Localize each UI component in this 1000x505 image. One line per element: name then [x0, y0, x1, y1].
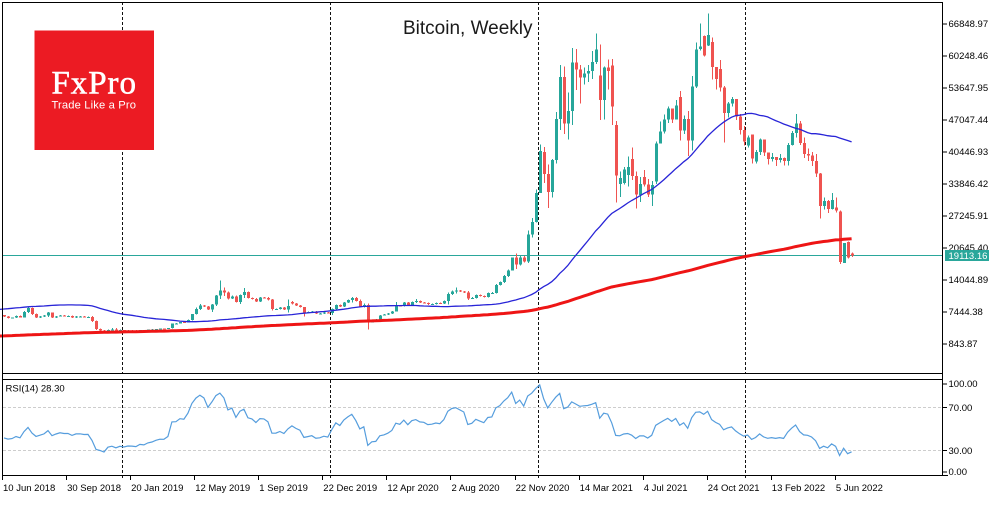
svg-text:1 Sep 2019: 1 Sep 2019: [259, 483, 308, 494]
svg-text:53647.95: 53647.95: [949, 83, 989, 94]
svg-text:FxPro: FxPro: [52, 66, 137, 102]
svg-text:30.00: 30.00: [949, 446, 973, 457]
svg-text:47047.44: 47047.44: [949, 115, 989, 126]
svg-text:20 Jan 2019: 20 Jan 2019: [131, 483, 183, 494]
svg-text:5 Jun 2022: 5 Jun 2022: [836, 483, 883, 494]
svg-text:RSI(14) 28.30: RSI(14) 28.30: [6, 384, 65, 395]
svg-text:20645.40: 20645.40: [949, 243, 989, 254]
svg-text:2 Aug 2020: 2 Aug 2020: [452, 483, 500, 494]
svg-text:10 Jun 2018: 10 Jun 2018: [3, 483, 55, 494]
svg-text:22 Nov 2020: 22 Nov 2020: [516, 483, 570, 494]
svg-text:Bitcoin, Weekly: Bitcoin, Weekly: [403, 18, 533, 39]
svg-text:40446.93: 40446.93: [949, 147, 989, 158]
svg-text:22 Dec 2019: 22 Dec 2019: [323, 483, 377, 494]
svg-text:30 Sep 2018: 30 Sep 2018: [67, 483, 121, 494]
svg-text:14044.89: 14044.89: [949, 275, 989, 286]
svg-text:7444.38: 7444.38: [949, 307, 983, 318]
svg-text:100.00: 100.00: [949, 379, 978, 390]
svg-text:Trade Like a Pro: Trade Like a Pro: [52, 99, 137, 111]
svg-text:843.87: 843.87: [949, 339, 978, 350]
svg-text:66848.97: 66848.97: [949, 19, 989, 30]
svg-text:70.00: 70.00: [949, 403, 973, 414]
svg-text:14 Mar 2021: 14 Mar 2021: [580, 483, 633, 494]
svg-text:4 Jul 2021: 4 Jul 2021: [644, 483, 688, 494]
svg-text:12 May 2019: 12 May 2019: [195, 483, 250, 494]
svg-text:33846.42: 33846.42: [949, 179, 989, 190]
svg-text:24 Oct 2021: 24 Oct 2021: [708, 483, 760, 494]
svg-text:13 Feb 2022: 13 Feb 2022: [772, 483, 825, 494]
svg-text:0.00: 0.00: [949, 467, 968, 478]
svg-text:12 Apr 2020: 12 Apr 2020: [387, 483, 438, 494]
svg-text:19113.16: 19113.16: [949, 251, 988, 262]
svg-text:27245.91: 27245.91: [949, 211, 989, 222]
svg-text:60248.46: 60248.46: [949, 51, 989, 62]
